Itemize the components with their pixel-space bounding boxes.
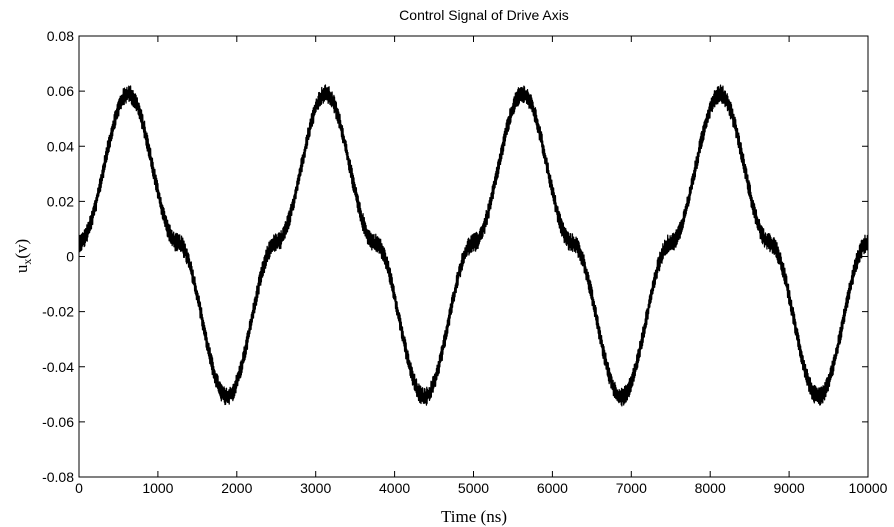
series-layer [79, 84, 868, 407]
y-tick-label: 0 [66, 249, 74, 265]
x-tick-label: 1000 [142, 480, 173, 496]
x-tick-label: 4000 [379, 480, 410, 496]
x-tick-label: 2000 [221, 480, 252, 496]
x-tick-label: 10000 [849, 480, 888, 496]
y-tick-label: 0.06 [47, 83, 74, 99]
x-axis-label: Time (ns) [441, 507, 507, 526]
plot-area-frame [78, 35, 869, 478]
y-axis-label-unit: (v) [12, 239, 31, 259]
y-tick-label: -0.02 [42, 304, 74, 320]
y-tick-label: 0.02 [47, 193, 74, 209]
y-tick-label: 0.04 [47, 138, 74, 154]
x-tick-label: 3000 [300, 480, 331, 496]
x-tick-label: 5000 [458, 480, 489, 496]
chart-title: Control Signal of Drive Axis [399, 7, 569, 23]
x-tick-label: 6000 [537, 480, 568, 496]
x-tick-label: 9000 [774, 480, 805, 496]
y-tick-label: -0.06 [42, 414, 74, 430]
x-tick-label: 7000 [616, 480, 647, 496]
y-tick-label: -0.04 [42, 359, 74, 375]
y-axis-ticks: 0.08 0.06 0.04 0.02 0 -0.02 -0.04 -0.06 -0.08 [42, 28, 868, 485]
x-tick-label: 8000 [695, 480, 726, 496]
x-tick-label: 0 [75, 480, 83, 496]
y-tick-label: 0.08 [47, 28, 74, 44]
y-axis-label-main: u [12, 264, 31, 273]
y-tick-label: -0.08 [42, 469, 74, 485]
y-axis-label: ux(v) [12, 239, 34, 273]
y-axis-label-subscript: x [20, 259, 34, 265]
x-axis-ticks: 0 1000 2000 3000 4000 5000 6000 7000 8000 9000 100… [75, 36, 888, 496]
series-line [79, 84, 868, 407]
